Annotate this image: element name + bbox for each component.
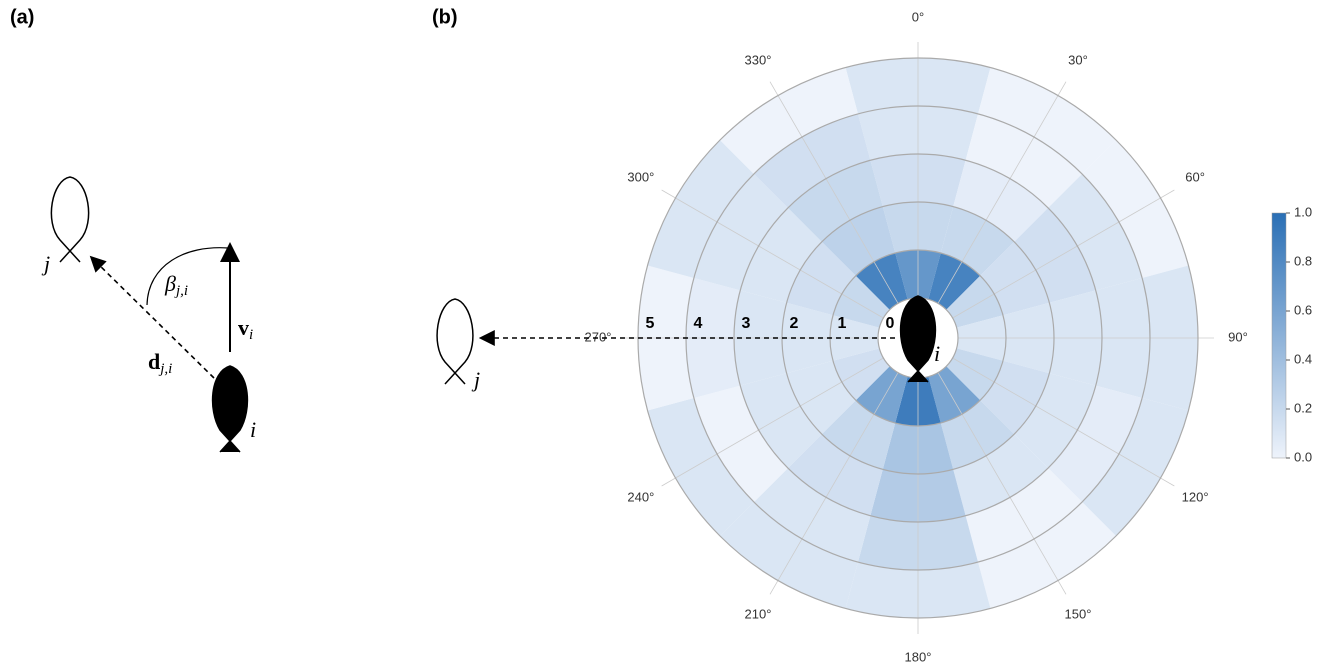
heat-cell: [786, 360, 856, 435]
panel-label: (b): [432, 6, 458, 28]
panel-label: (a): [10, 6, 34, 28]
grid-line: [952, 189, 1175, 319]
heat-cell: [1014, 373, 1096, 469]
heat-cell: [940, 400, 1015, 470]
angle-tick-label: 210°: [745, 607, 772, 622]
angle-tick-label: 180°: [905, 649, 932, 664]
heat-cell: [753, 113, 871, 208]
angle-tick-label: 150°: [1065, 607, 1092, 622]
fish-label: i: [250, 417, 256, 442]
r-tick-label: 4: [694, 315, 703, 332]
heat-cell: [832, 348, 890, 401]
heat-cell: [1014, 207, 1096, 303]
symbol: d: [148, 349, 160, 374]
heat-cell: [787, 160, 883, 242]
angle-tick-label: 270°: [585, 329, 612, 344]
polar-plot: 0° 30° 60° 90° 120° 150° 180° 210° 240° 270° 300° 3…: [585, 9, 1248, 664]
colorbar: [1271, 212, 1287, 459]
colorbar-tick-label: 0.0: [1294, 449, 1312, 464]
angle-label: βj,i: [164, 271, 188, 299]
r-tick-label: 0: [886, 315, 895, 332]
grid-line: [937, 372, 1067, 595]
heat-cell: [965, 468, 1083, 563]
colorbar-tick-label: 1.0: [1294, 204, 1312, 219]
fish-label: i: [934, 341, 940, 366]
fish-outline: [436, 298, 474, 385]
fish-outline: [50, 176, 90, 263]
symbol: β: [164, 271, 176, 296]
heat-cell: [953, 434, 1049, 516]
heat-cell: [787, 434, 883, 516]
r-tick-label: 3: [742, 315, 751, 332]
heat-cell: [980, 360, 1050, 435]
grid-line: [661, 189, 884, 319]
fish-label: j: [471, 367, 480, 392]
heat-cell: [1082, 140, 1189, 278]
heat-cell: [855, 252, 908, 310]
colorbar-ticks: 0.0 0.2 0.4 0.6 0.8 1.0: [1286, 204, 1312, 464]
heat-cell: [786, 241, 856, 316]
symbol: v: [238, 315, 249, 340]
heat-cell: [953, 160, 1049, 242]
heat-cell: [1048, 385, 1143, 503]
heat-cell: [946, 275, 1004, 328]
heat-cell: [720, 502, 858, 609]
heat-cell: [740, 373, 822, 469]
angle-tick-label: 300°: [627, 169, 654, 184]
subscript: j,i: [158, 361, 172, 377]
colorbar-tick-label: 0.8: [1294, 253, 1312, 268]
heat-cell: [980, 241, 1050, 316]
heat-cell: [693, 173, 788, 291]
angle-tick-label: 60°: [1185, 169, 1205, 184]
fish-filled: [211, 365, 249, 453]
angle-tick-label: 90°: [1228, 329, 1248, 344]
heat-cell: [753, 468, 871, 563]
heat-cell: [693, 385, 788, 503]
heat-cell: [647, 140, 754, 278]
fish-filled: [899, 295, 937, 383]
heat-cell: [1048, 173, 1143, 291]
colorbar-tick-label: 0.6: [1294, 302, 1312, 317]
r-tick-label: 2: [790, 315, 799, 332]
grid-line: [952, 357, 1175, 487]
heat-cell: [978, 502, 1116, 609]
fish-label: j: [41, 251, 50, 276]
heat-cell: [832, 275, 890, 328]
angle-tick-label: 120°: [1182, 489, 1209, 504]
colorbar-tick-label: 0.2: [1294, 400, 1312, 415]
heat-cell: [855, 366, 908, 424]
grid-line: [937, 81, 1067, 304]
heat-cell: [821, 400, 896, 470]
grid-circle: [733, 153, 1103, 523]
heat-cell: [1082, 398, 1189, 536]
subscript: i: [249, 327, 253, 343]
velocity-label: vi: [238, 315, 253, 343]
distance-arrow: [89, 255, 215, 379]
angle-tick-label: 30°: [1068, 52, 1088, 67]
heat-cell: [965, 113, 1083, 208]
heat-cell: [946, 348, 1004, 401]
angle-tick-label: 0°: [912, 9, 924, 24]
heat-cell: [928, 252, 981, 310]
r-tick-label: 5: [646, 315, 655, 332]
heat-cell: [720, 67, 858, 174]
grid-line: [661, 357, 884, 487]
heat-cell: [740, 207, 822, 303]
heat-cell: [940, 206, 1015, 276]
subscript: j,i: [174, 283, 188, 299]
grid-line: [769, 372, 899, 595]
heat-cell: [647, 398, 754, 536]
distance-label: dj,i: [148, 349, 172, 377]
heat-cell: [978, 67, 1116, 174]
r-tick-label: 1: [838, 315, 847, 332]
colorbar-tick-label: 0.4: [1294, 351, 1312, 366]
angle-tick-label: 240°: [627, 489, 654, 504]
angle-tick-label: 330°: [745, 52, 772, 67]
heat-cell: [821, 206, 896, 276]
grid-line: [769, 81, 899, 304]
heat-cell: [928, 366, 981, 424]
angle-arc: [146, 247, 229, 306]
